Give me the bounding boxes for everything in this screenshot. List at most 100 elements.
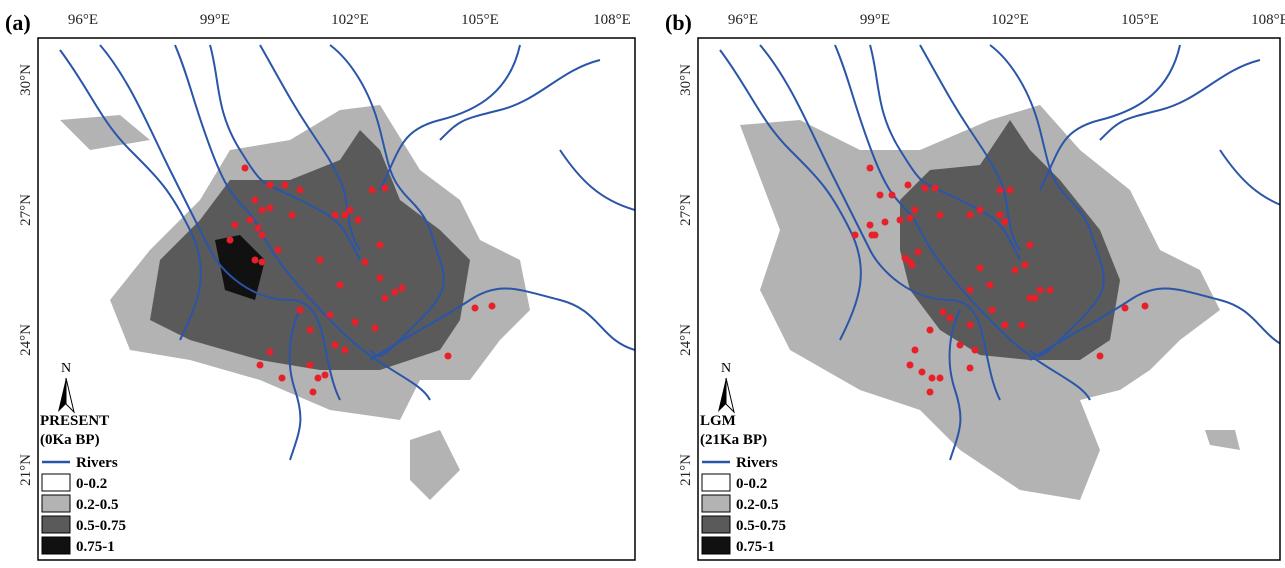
river xyxy=(869,44,1021,261)
occurrence-point xyxy=(246,216,254,224)
river xyxy=(834,44,1091,401)
occurrence-point xyxy=(1001,218,1009,226)
occurrence-point xyxy=(1026,241,1034,249)
occurrence-point xyxy=(326,311,334,319)
occurrence-point xyxy=(866,221,874,229)
lon-label: 108°E xyxy=(593,12,631,28)
occurrence-point xyxy=(391,288,399,296)
occurrence-point xyxy=(908,261,916,269)
occurrence-point xyxy=(1021,261,1029,269)
legend-label: Rivers xyxy=(76,455,118,471)
river xyxy=(948,309,962,461)
occurrence-point xyxy=(251,196,259,204)
legend-swatch xyxy=(41,494,71,513)
lon-label: 105°E xyxy=(1121,12,1159,28)
lat-label: 27°N xyxy=(18,194,34,226)
north-arrow xyxy=(725,377,735,414)
occurrence-point xyxy=(309,388,317,396)
occurrence-point xyxy=(381,294,389,302)
lat-label: 24°N xyxy=(18,324,34,356)
legend-swatch xyxy=(41,515,71,534)
occurrence-point xyxy=(926,326,934,334)
occurrence-point xyxy=(258,206,266,214)
occurrence-point xyxy=(928,374,936,382)
occurrence-point xyxy=(966,286,974,294)
legend-subtitle: (0Ka BP) xyxy=(40,432,100,448)
occurrence-point xyxy=(306,361,314,369)
occurrence-point xyxy=(1046,286,1054,294)
lon-label: 96°E xyxy=(728,12,758,28)
river xyxy=(288,309,302,461)
occurrence-point xyxy=(851,231,859,239)
river xyxy=(719,49,862,341)
river xyxy=(209,44,361,261)
legend-swatch xyxy=(701,515,731,534)
lat-label: 30°N xyxy=(678,64,694,96)
lat-label: 27°N xyxy=(678,194,694,226)
occurrence-point xyxy=(976,264,984,272)
map-content xyxy=(719,44,1280,500)
occurrence-point xyxy=(331,211,339,219)
occurrence-point xyxy=(341,346,349,354)
legend-title: PRESENT xyxy=(40,413,109,429)
lon-label: 102°E xyxy=(991,12,1029,28)
river xyxy=(759,44,1001,401)
occurrence-point xyxy=(266,348,274,356)
occurrence-point xyxy=(1121,304,1129,312)
occurrence-point xyxy=(988,306,996,314)
lon-label: 105°E xyxy=(461,12,499,28)
occurrence-point xyxy=(258,258,266,266)
occurrence-point xyxy=(946,314,954,322)
legend-swatch xyxy=(701,494,731,513)
suitability-low xyxy=(1205,430,1240,450)
river xyxy=(99,44,341,401)
occurrence-point xyxy=(371,324,379,332)
occurrence-point xyxy=(881,218,889,226)
occurrence-point xyxy=(398,284,406,292)
map-frame xyxy=(697,37,1281,561)
occurrence-point xyxy=(251,256,259,264)
suitability-low xyxy=(410,430,460,500)
occurrence-point xyxy=(351,318,359,326)
legend-label: 0.75-1 xyxy=(76,539,115,555)
river xyxy=(1039,44,1181,191)
occurrence-point xyxy=(488,302,496,310)
occurrence-point xyxy=(444,352,452,360)
occurrence-point xyxy=(288,211,296,219)
legend-swatch xyxy=(701,473,731,492)
occurrence-point xyxy=(911,346,919,354)
legend-label: 0.75-1 xyxy=(736,539,775,555)
occurrence-point xyxy=(976,206,984,214)
occurrence-point xyxy=(281,181,289,189)
river xyxy=(329,44,445,357)
occurrence-point xyxy=(1096,352,1104,360)
occurrence-point xyxy=(296,186,304,194)
lon-label: 102°E xyxy=(331,12,369,28)
lon-label: 96°E xyxy=(68,12,98,28)
occurrence-point xyxy=(914,248,922,256)
lon-label: 99°E xyxy=(200,12,230,28)
legend-label: 0-0.2 xyxy=(736,476,767,492)
occurrence-point xyxy=(254,224,262,232)
north-label: N xyxy=(721,361,731,376)
lon-label: 108°E xyxy=(1251,12,1285,28)
map-panel: (b) 96°E 99°E 102°E 105°E 108°E 30°N 27°N 24°N 21… xyxy=(665,10,1285,561)
occurrence-point xyxy=(966,211,974,219)
legend-label: 0-0.2 xyxy=(76,476,107,492)
river xyxy=(919,44,1021,251)
legend-label: Rivers xyxy=(736,455,778,471)
occurrence-point xyxy=(1031,294,1039,302)
panel-label: (a) xyxy=(5,10,31,35)
occurrence-point xyxy=(918,368,926,376)
occurrence-point xyxy=(939,308,947,316)
occurrence-point xyxy=(336,281,344,289)
occurrence-point xyxy=(896,216,904,224)
occurrence-point xyxy=(274,246,282,254)
occurrence-point xyxy=(868,231,876,239)
north-arrow xyxy=(65,377,75,414)
occurrence-point xyxy=(986,281,994,289)
river xyxy=(559,149,635,211)
occurrence-point xyxy=(971,346,979,354)
occurrence-point xyxy=(936,211,944,219)
